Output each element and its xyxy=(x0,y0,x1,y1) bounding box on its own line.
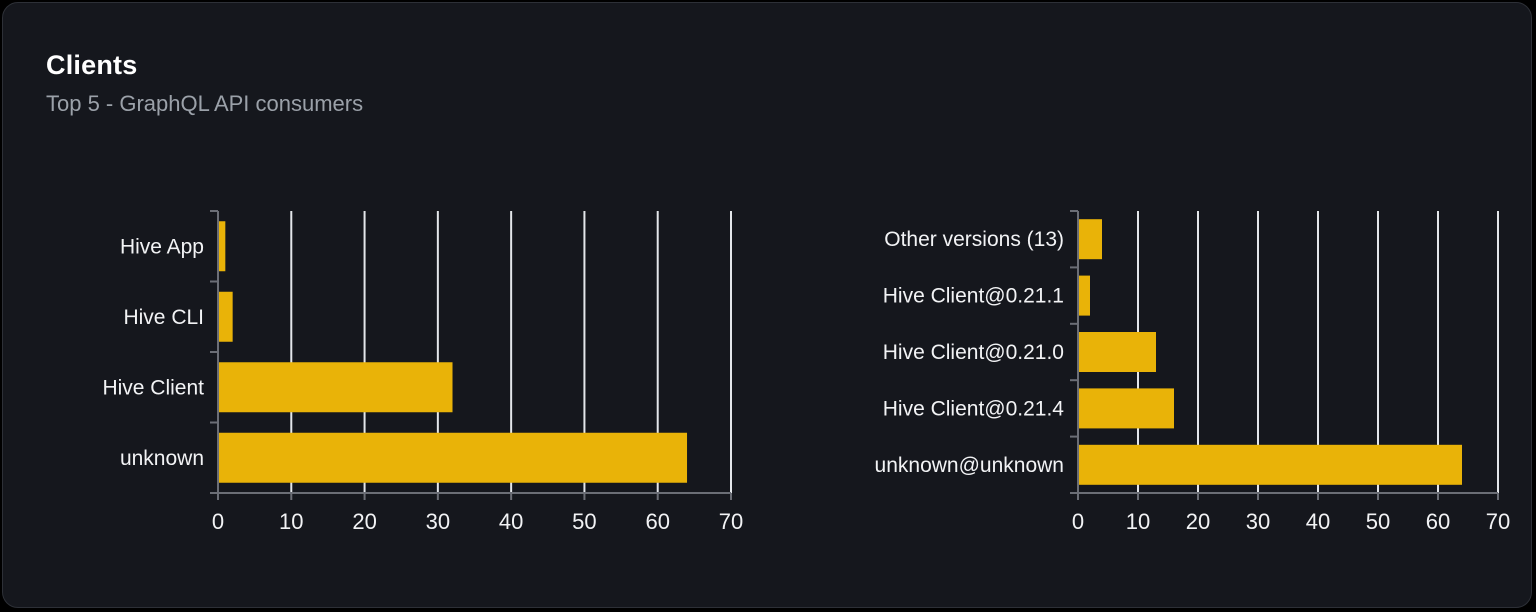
category-label: unknown xyxy=(120,447,204,470)
card-title: Clients xyxy=(46,50,138,80)
x-tick-label: 40 xyxy=(499,509,523,534)
client-versions-bar-chart: Other versions (13) Hive Client@0.21.1 Hiv… xyxy=(823,198,1523,553)
category-label: Hive CLI xyxy=(123,306,204,329)
clients-bar-chart: Hive App Hive CLI Hive Client unknown 0 10 20 3… xyxy=(63,198,773,553)
category-label: Other versions (13) xyxy=(884,228,1064,251)
x-tick-label: 70 xyxy=(719,509,743,534)
x-tick-label: 40 xyxy=(1306,509,1330,534)
x-tick-label: 0 xyxy=(212,509,224,534)
category-label: Hive Client@0.21.4 xyxy=(883,397,1065,420)
bar xyxy=(218,291,233,342)
card-subtitle: Top 5 - GraphQL API consumers xyxy=(46,91,364,117)
category-label: Hive Client xyxy=(102,376,204,399)
x-tick-label: 10 xyxy=(1126,509,1150,534)
category-label: Hive Client@0.21.0 xyxy=(883,341,1064,364)
bar xyxy=(218,362,453,413)
x-tick-label: 50 xyxy=(572,509,596,534)
x-tick-label: 70 xyxy=(1486,509,1510,534)
category-label: Hive App xyxy=(120,235,204,258)
bar xyxy=(1078,275,1090,316)
bar xyxy=(218,221,226,272)
bar xyxy=(1078,219,1102,260)
card-header: Clients Top 5 - GraphQL API consumers xyxy=(46,49,363,118)
category-label: unknown@unknown xyxy=(875,454,1064,477)
category-label: Hive Client@0.21.1 xyxy=(883,285,1064,308)
bar xyxy=(1078,388,1174,429)
x-tick-label: 0 xyxy=(1072,509,1084,534)
x-tick-label: 30 xyxy=(426,509,450,534)
x-tick-label: 20 xyxy=(352,509,376,534)
x-tick-label: 60 xyxy=(1426,509,1450,534)
x-tick-label: 50 xyxy=(1366,509,1390,534)
x-tick-label: 60 xyxy=(645,509,669,534)
x-tick-label: 20 xyxy=(1186,509,1210,534)
bar xyxy=(218,432,688,483)
clients-chart-canvas: Hive App Hive CLI Hive Client unknown 0 10 20 3… xyxy=(102,210,743,534)
x-tick-label: 10 xyxy=(279,509,303,534)
bar xyxy=(1078,332,1156,372)
x-tick-label: 30 xyxy=(1246,509,1270,534)
bar xyxy=(1078,444,1462,485)
client-versions-chart-canvas: Other versions (13) Hive Client@0.21.1 Hiv… xyxy=(875,210,1510,534)
